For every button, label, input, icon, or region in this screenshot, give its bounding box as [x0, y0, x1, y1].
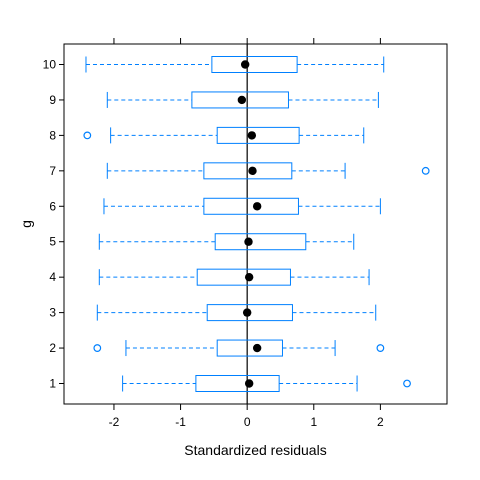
box-group-5 [98, 233, 355, 251]
x-tick-label: 0 [244, 415, 251, 429]
median-dot [240, 60, 250, 69]
median-dot [252, 343, 262, 353]
median-dot [244, 379, 254, 388]
plot-frame [63, 43, 448, 405]
median-dot [244, 272, 254, 282]
axis-ticks [59, 38, 381, 410]
y-tick-label: 1 [49, 377, 56, 391]
y-tick-label: 10 [43, 58, 57, 72]
box-group-3 [96, 304, 377, 322]
outlier-point [421, 166, 430, 175]
median-dot [242, 308, 252, 317]
outlier-point [403, 379, 411, 388]
x-axis-label: Standardized residuals [184, 442, 326, 458]
y-tick-label: 6 [49, 199, 56, 213]
outlier-point [93, 344, 102, 352]
box [196, 268, 291, 286]
box-group-8 [83, 126, 365, 144]
box [195, 375, 280, 392]
boxes-group [83, 56, 430, 392]
median-dot [252, 202, 262, 211]
box-group-6 [103, 197, 381, 215]
outlier-point [83, 131, 92, 140]
box [203, 197, 299, 215]
y-tick-label: 9 [49, 93, 56, 107]
y-tick-label: 5 [49, 235, 56, 249]
y-tick-label: 8 [49, 128, 56, 142]
x-tick-label: 2 [377, 415, 384, 429]
median-dot [244, 237, 253, 246]
box-group-2 [93, 339, 385, 357]
x-tick-label: -1 [175, 415, 186, 429]
y-tick-label: 7 [49, 164, 56, 178]
y-tick-label: 4 [49, 270, 56, 284]
x-tick-label: 1 [310, 415, 317, 429]
box [206, 304, 293, 322]
y-tick-label: 2 [49, 341, 56, 355]
y-axis-label: g [18, 220, 34, 228]
box-group-10 [85, 56, 385, 73]
tick-labels: -2 -1 0 1 2 1 2 3 4 5 6 7 8 9 10 [43, 58, 384, 430]
box [211, 56, 298, 73]
box [191, 91, 289, 109]
box-group-9 [106, 91, 379, 109]
outlier-point [376, 344, 385, 352]
box [216, 339, 283, 357]
box-group-4 [98, 268, 370, 286]
x-tick-label: -2 [109, 415, 120, 429]
box [216, 126, 300, 144]
median-dot [247, 131, 257, 140]
box-group-7 [106, 162, 430, 180]
box-group-1 [122, 375, 411, 392]
box [203, 162, 293, 180]
median-dot [237, 95, 247, 105]
y-tick-label: 3 [49, 306, 56, 320]
median-dot [248, 166, 257, 176]
box [214, 233, 307, 251]
